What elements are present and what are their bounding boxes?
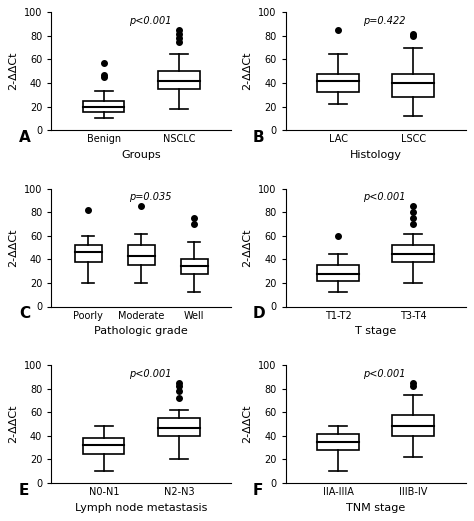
Bar [318,73,359,92]
Y-axis label: 2-ΔΔCt: 2-ΔΔCt [9,405,18,443]
Bar [392,73,434,97]
Bar [83,438,125,453]
Bar [158,71,200,89]
X-axis label: TNM stage: TNM stage [346,503,405,513]
X-axis label: Pathologic grade: Pathologic grade [94,326,188,336]
X-axis label: Lymph node metastasis: Lymph node metastasis [75,503,208,513]
Text: p<0.001: p<0.001 [129,16,172,26]
Bar [181,259,208,274]
X-axis label: Groups: Groups [121,150,161,160]
Text: F: F [253,483,264,498]
Text: p=0.035: p=0.035 [129,192,172,202]
Bar [75,245,101,262]
Text: p<0.001: p<0.001 [364,369,406,379]
Bar [392,415,434,436]
Bar [128,245,155,265]
Text: p=0.422: p=0.422 [364,16,406,26]
Bar [83,101,125,113]
Text: A: A [19,130,31,145]
Y-axis label: 2-ΔΔCt: 2-ΔΔCt [243,52,253,91]
Text: p<0.001: p<0.001 [129,369,172,379]
Y-axis label: 2-ΔΔCt: 2-ΔΔCt [9,228,18,267]
Text: E: E [19,483,29,498]
Text: C: C [19,306,30,321]
Text: p<0.001: p<0.001 [364,192,406,202]
Y-axis label: 2-ΔΔCt: 2-ΔΔCt [243,405,253,443]
Text: D: D [253,306,266,321]
Bar [318,265,359,281]
Text: B: B [253,130,264,145]
X-axis label: T stage: T stage [355,326,396,336]
Bar [318,433,359,450]
Y-axis label: 2-ΔΔCt: 2-ΔΔCt [9,52,18,91]
Y-axis label: 2-ΔΔCt: 2-ΔΔCt [243,228,253,267]
Bar [158,418,200,436]
Bar [392,245,434,262]
X-axis label: Histology: Histology [350,150,401,160]
